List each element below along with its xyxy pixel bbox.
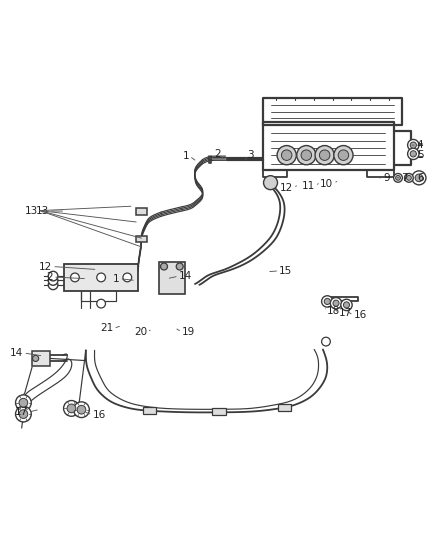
Text: 14: 14 (179, 271, 192, 281)
Text: 4: 4 (417, 140, 424, 150)
Bar (64, 264, 138, 290)
Text: 13: 13 (25, 206, 38, 216)
Circle shape (297, 146, 316, 165)
Circle shape (282, 150, 292, 160)
Text: 2: 2 (46, 272, 53, 282)
Bar (159, 262, 185, 294)
Circle shape (77, 405, 86, 414)
Circle shape (97, 273, 106, 282)
Text: 13: 13 (35, 206, 49, 216)
Circle shape (64, 400, 79, 416)
Circle shape (301, 150, 311, 160)
Bar (32, 351, 49, 366)
Circle shape (410, 151, 417, 157)
Circle shape (123, 273, 132, 282)
Bar (143, 407, 155, 414)
Circle shape (333, 300, 339, 306)
Circle shape (71, 273, 79, 282)
Circle shape (74, 402, 89, 417)
Bar (278, 403, 291, 410)
Circle shape (15, 406, 31, 422)
Text: 16: 16 (92, 410, 106, 420)
Circle shape (67, 404, 76, 413)
Circle shape (321, 296, 333, 307)
Circle shape (324, 298, 330, 304)
Text: 14: 14 (10, 348, 23, 358)
Circle shape (32, 356, 39, 361)
Circle shape (19, 398, 28, 407)
Circle shape (315, 146, 334, 165)
Circle shape (408, 148, 419, 159)
Text: 19: 19 (182, 327, 195, 337)
Circle shape (405, 174, 413, 182)
Circle shape (319, 150, 330, 160)
Text: 17: 17 (339, 308, 352, 318)
Circle shape (264, 176, 278, 190)
Text: 6: 6 (417, 173, 424, 183)
Text: 18: 18 (327, 306, 340, 316)
Circle shape (48, 280, 58, 289)
Text: 10: 10 (320, 179, 333, 189)
Text: 12: 12 (39, 262, 52, 271)
Text: 2: 2 (215, 149, 221, 159)
Circle shape (97, 299, 106, 308)
Text: 12: 12 (280, 183, 293, 193)
Text: 17: 17 (14, 407, 28, 417)
Bar (212, 408, 226, 415)
Circle shape (343, 302, 350, 308)
Text: 1: 1 (183, 151, 189, 161)
Text: 9: 9 (383, 173, 390, 183)
Text: 7: 7 (402, 173, 408, 183)
Circle shape (406, 175, 411, 180)
Bar (136, 236, 147, 243)
Circle shape (415, 174, 423, 182)
Text: 21: 21 (100, 324, 113, 334)
Circle shape (338, 150, 349, 160)
Text: 5: 5 (417, 150, 424, 160)
Circle shape (48, 271, 58, 281)
Circle shape (160, 263, 167, 270)
Circle shape (396, 175, 400, 180)
Circle shape (412, 171, 426, 185)
Circle shape (19, 410, 28, 418)
Circle shape (394, 174, 403, 182)
Circle shape (330, 297, 342, 309)
Circle shape (408, 140, 419, 151)
Text: 11: 11 (302, 181, 315, 191)
Bar (136, 207, 147, 215)
Text: 16: 16 (353, 310, 367, 320)
Text: 20: 20 (134, 327, 147, 337)
Circle shape (334, 146, 353, 165)
Circle shape (321, 337, 330, 346)
Circle shape (277, 146, 296, 165)
Text: 15: 15 (279, 266, 293, 276)
Circle shape (48, 276, 58, 285)
Circle shape (176, 263, 183, 270)
Circle shape (341, 299, 352, 311)
Text: 1: 1 (113, 274, 120, 284)
Circle shape (15, 395, 31, 410)
Circle shape (410, 142, 417, 148)
Text: 3: 3 (247, 150, 254, 160)
